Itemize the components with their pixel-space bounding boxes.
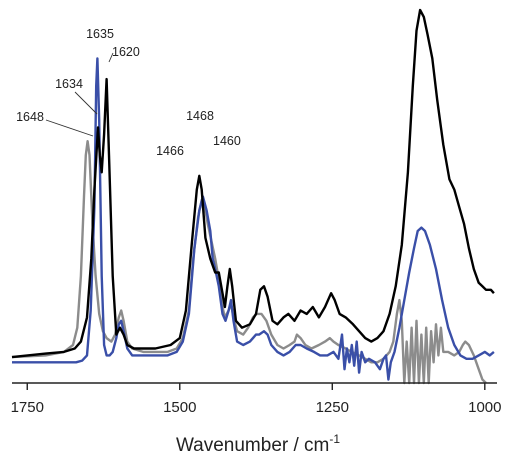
- peak-label: 1634: [55, 77, 83, 91]
- x-axis-ticks: 1750 1500 1250 1000: [11, 383, 501, 416]
- x-tick-label: 1500: [163, 399, 196, 416]
- spectrum-series-3: [11, 139, 487, 385]
- peak-annotations: 1648 1634 1635 1620 1468 1466 1460: [16, 27, 241, 158]
- series-layer: [11, 8, 495, 385]
- peak-label: 1648: [16, 110, 44, 124]
- peak-label: 1468: [186, 109, 214, 123]
- x-tick-label: 1000: [468, 399, 501, 416]
- peak-leader-line: [74, 91, 98, 115]
- peak-label: 1466: [156, 144, 184, 158]
- x-axis-title-text: Wavenumber / cm: [176, 435, 329, 456]
- x-tick-label: 1750: [11, 399, 44, 416]
- peak-label: 1635: [86, 27, 114, 41]
- peak-leader-line: [108, 52, 114, 63]
- peak-label: 1620: [112, 45, 140, 59]
- peak-label: 1460: [213, 134, 241, 148]
- x-axis-title: Wavenumber / cm-1: [176, 432, 340, 456]
- spectrum-series-2: [12, 57, 495, 381]
- x-tick-label: 1250: [316, 399, 349, 416]
- x-axis-title-superscript: -1: [329, 432, 340, 446]
- spectrum-series-1: [11, 8, 495, 359]
- peak-leader-line: [45, 119, 94, 137]
